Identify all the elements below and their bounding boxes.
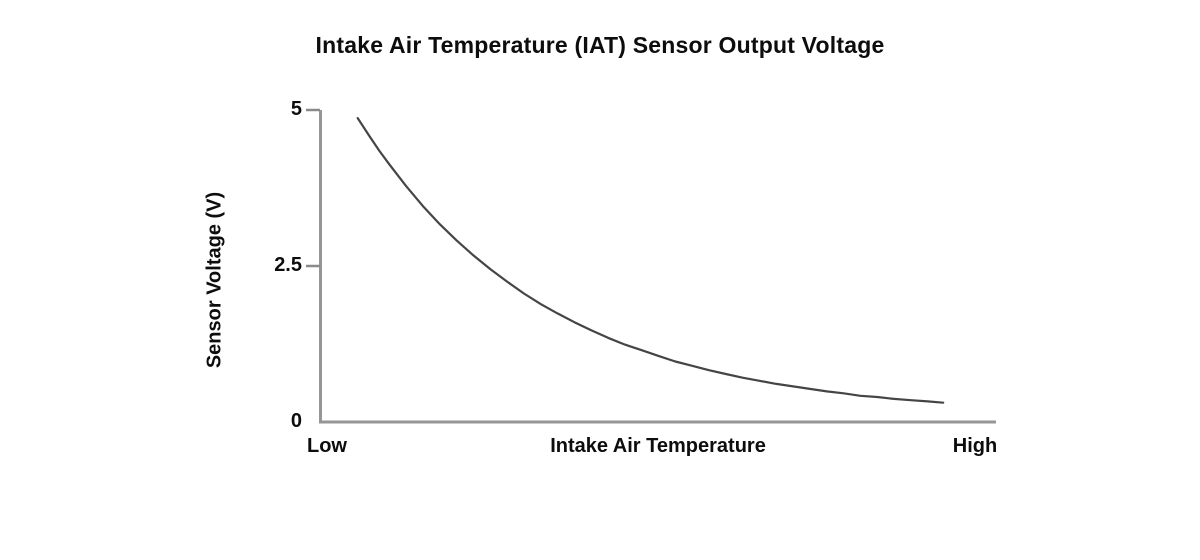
axes: [306, 108, 996, 424]
x-axis-label-high: High: [952, 435, 998, 457]
sensor-voltage-curve: [356, 116, 945, 404]
x-axis-label-low: Low: [307, 435, 347, 457]
x-axis-title: Intake Air Temperature: [550, 435, 766, 457]
voltage-curve: [356, 116, 945, 404]
chart-title: Intake Air Temperature (IAT) Sensor Outp…: [315, 32, 885, 58]
y-tick-label-5: 5: [290, 98, 302, 120]
y-tick-label-0: 0: [290, 410, 302, 432]
y-tick-label-2.5: 2.5: [274, 254, 302, 276]
